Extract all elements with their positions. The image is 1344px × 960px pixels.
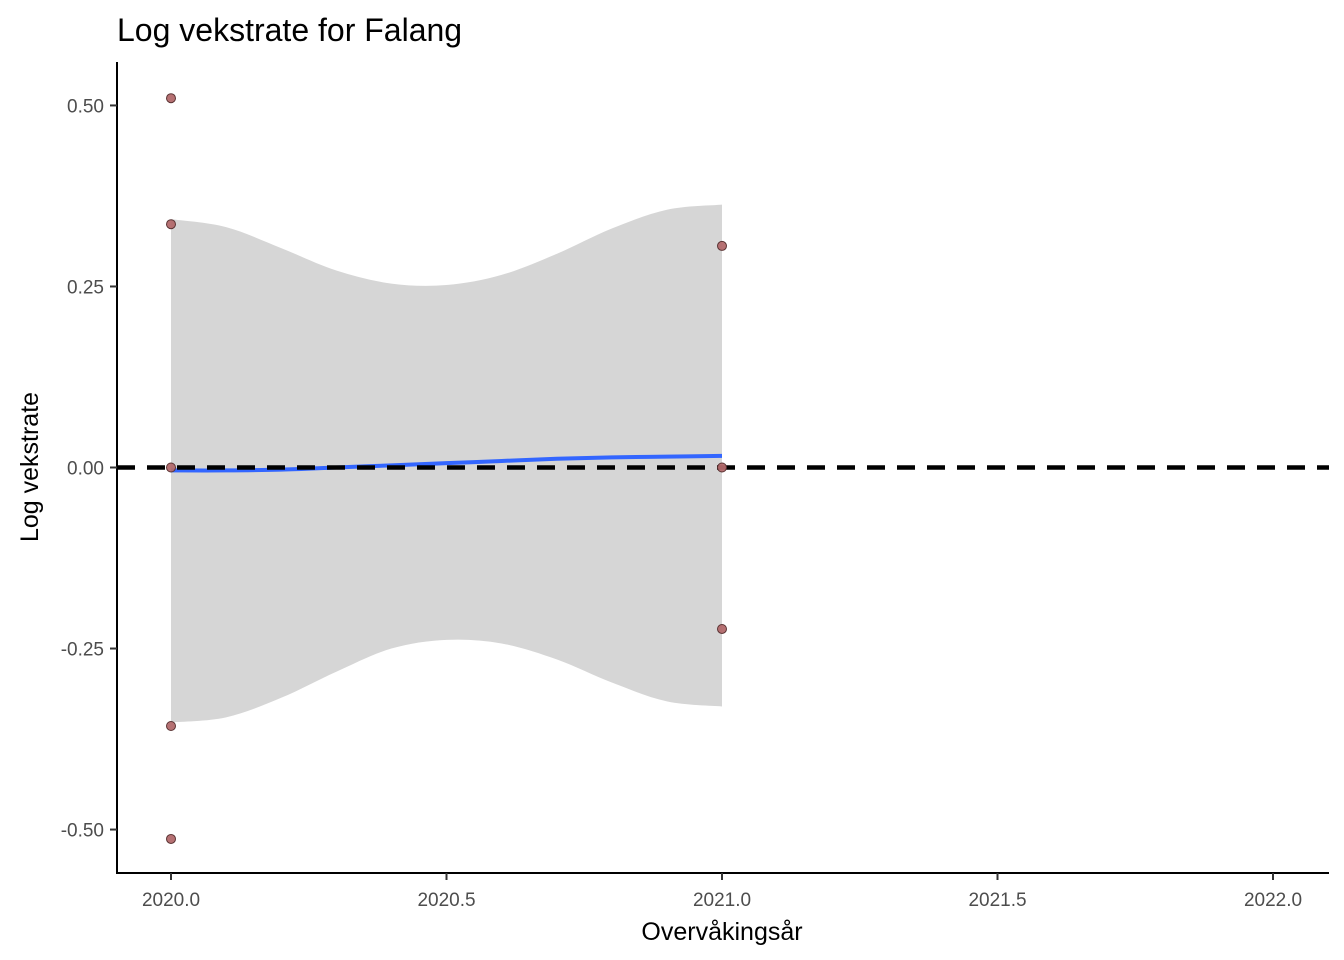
data-point [717,240,727,251]
data-point [166,219,176,230]
data-point [166,721,176,732]
x-axis-title: Overvåkingsår [641,918,802,946]
y-tick-label: 0.50 [67,96,104,117]
x-tick-label: 2020.5 [417,890,475,911]
x-tick-label: 2022.0 [1244,890,1302,911]
x-tick-label: 2021.0 [693,890,751,911]
axes-layer: -0.50 -0.25 0.00 0.25 0.50 2020.0 2020.5 2021.0… [61,62,1329,911]
trend-layer [170,453,723,473]
y-axis-title: Log vekstrate [16,392,44,542]
x-tick-label: 2020.0 [142,890,200,911]
y-tick-label: -0.50 [61,821,104,842]
chart-title: Log vekstrate for Falang [117,12,462,48]
trend-line [170,453,723,473]
data-point [166,462,176,473]
points-layer [166,93,727,844]
y-tick-label: 0.25 [67,277,104,298]
data-point [166,93,176,104]
y-tick-label: -0.25 [61,640,104,661]
y-tick-label: 0.00 [67,459,104,480]
x-tick-label: 2021.5 [968,890,1026,911]
data-point [717,623,727,634]
data-point [166,833,176,844]
data-point [717,462,727,473]
